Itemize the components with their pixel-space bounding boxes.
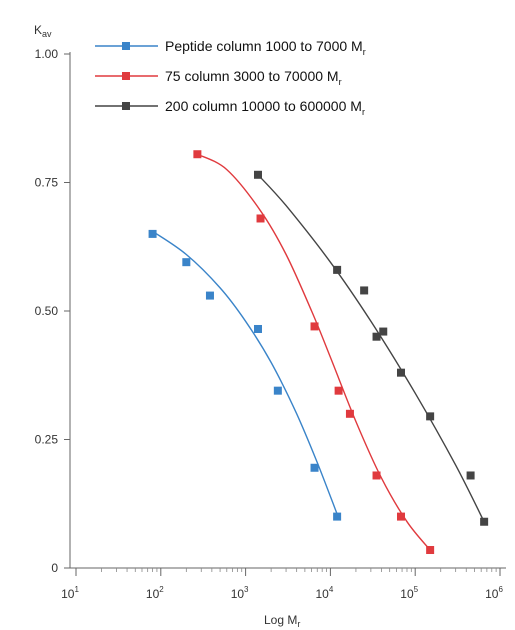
data-point xyxy=(397,369,405,377)
y-tick-label: 0 xyxy=(51,561,58,575)
x-axis-label-main: Log M xyxy=(264,613,297,627)
data-point xyxy=(257,214,265,222)
x-tick-exponent: 3 xyxy=(244,585,249,594)
data-point xyxy=(360,286,368,294)
data-point xyxy=(182,258,190,266)
x-tick-exponent: 2 xyxy=(159,585,164,594)
x-tick-exponent: 5 xyxy=(414,585,419,594)
legend-marker xyxy=(122,102,130,110)
x-tick-exponent: 1 xyxy=(74,585,79,594)
data-point xyxy=(274,387,282,395)
data-point xyxy=(149,230,157,238)
data-point xyxy=(379,328,387,336)
data-point xyxy=(426,412,434,420)
data-point xyxy=(480,518,488,526)
legend-label-main: 75 column 3000 to 70000 M xyxy=(165,68,339,84)
data-point xyxy=(467,471,475,479)
legend-marker xyxy=(122,72,130,80)
legend-label-sub: r xyxy=(363,47,366,57)
data-point xyxy=(254,325,262,333)
legend-label-main: 200 column 10000 to 600000 M xyxy=(165,98,362,114)
legend-marker xyxy=(122,42,130,50)
x-tick-exponent: 4 xyxy=(329,585,334,594)
legend-label-sub: r xyxy=(362,107,365,117)
data-point xyxy=(426,546,434,554)
data-point xyxy=(333,513,341,521)
y-tick-label: 1.00 xyxy=(35,47,59,61)
legend-label-main: Peptide column 1000 to 7000 M xyxy=(165,38,363,54)
x-axis-label-sub: r xyxy=(297,619,300,629)
data-point xyxy=(311,464,319,472)
data-point xyxy=(333,266,341,274)
legend-label-sub: r xyxy=(339,77,342,87)
y-tick-label: 0.75 xyxy=(35,176,59,190)
x-axis-label: Log Mr xyxy=(264,613,300,629)
data-point xyxy=(346,410,354,418)
data-point xyxy=(193,150,201,158)
y-axis-label-main: K xyxy=(34,23,42,37)
data-point xyxy=(254,171,262,179)
y-tick-label: 0.25 xyxy=(35,433,59,447)
data-point xyxy=(311,322,319,330)
data-point xyxy=(206,292,214,300)
data-point xyxy=(397,513,405,521)
y-tick-label: 0.50 xyxy=(35,304,59,318)
x-tick-exponent: 6 xyxy=(498,585,503,594)
data-point xyxy=(373,471,381,479)
y-axis-label-sub: av xyxy=(42,29,52,39)
data-point xyxy=(335,387,343,395)
